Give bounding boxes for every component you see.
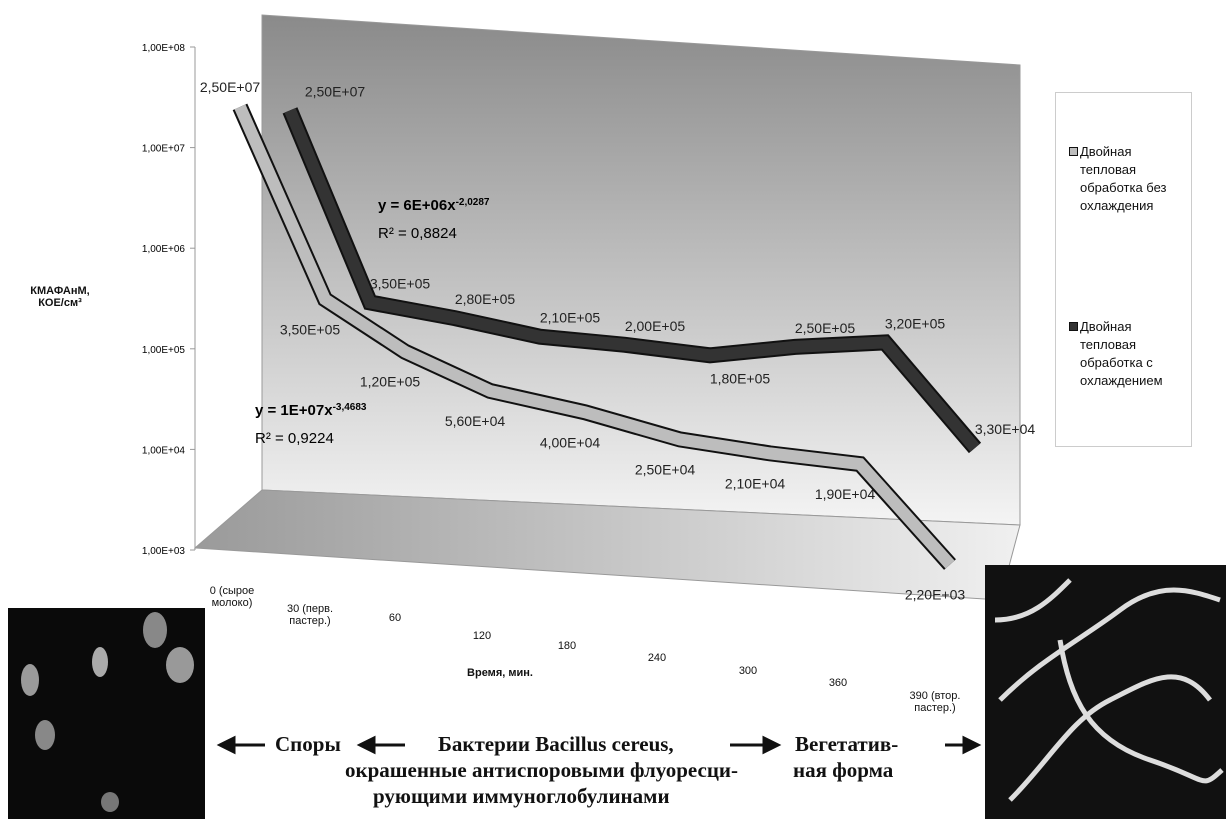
- data-label: 2,50E+04: [635, 461, 696, 477]
- right-photo: [985, 565, 1226, 819]
- exponent: -2,0287: [456, 197, 490, 208]
- data-label: 2,80E+05: [455, 291, 516, 307]
- caption: Вегетатив-: [795, 732, 899, 756]
- legend-swatch: [1069, 147, 1078, 156]
- data-label: 3,50E+05: [370, 275, 431, 291]
- data-label: 4,00E+04: [540, 434, 601, 450]
- y-tick-label: 1,00E+06: [142, 244, 186, 255]
- series-line: [284, 108, 980, 452]
- equation: y = 6E+06x: [378, 197, 456, 214]
- y-tick-label: 1,00E+03: [142, 546, 186, 557]
- trendline-r2: R² = 0,8824: [378, 225, 457, 242]
- left-photo: [8, 608, 205, 819]
- data-label: 3,50E+05: [280, 321, 341, 337]
- data-label: 2,00E+05: [625, 318, 686, 334]
- x-tick-label: 240: [647, 652, 667, 664]
- data-label: 1,80E+05: [710, 370, 771, 386]
- x-tick-label: 30 (перв. пастер.): [286, 603, 334, 627]
- arrows: [216, 735, 982, 755]
- trendline-equation: y = 6E+06x-2,0287: [378, 197, 490, 215]
- data-label: 2,10E+04: [725, 475, 786, 491]
- caption: Бактерии Bacillus cereus,: [438, 732, 674, 756]
- trendline-equation: y = 1E+07x-3,4683: [255, 402, 367, 420]
- legend-label: Двойная тепловая обработка без охлаждени…: [1080, 144, 1167, 213]
- y-tick-label: 1,00E+04: [142, 445, 186, 456]
- caption: ная форма: [793, 758, 894, 782]
- data-label: 3,30E+04: [975, 421, 1036, 437]
- data-label: 2,10E+05: [540, 310, 601, 326]
- data-label: 1,90E+04: [815, 486, 876, 502]
- data-label: 2,50E+05: [795, 320, 856, 336]
- data-label: 2,50E+07: [305, 83, 366, 99]
- y-tick-label: 1,00E+08: [142, 43, 186, 54]
- equation: y = 1E+07x: [255, 402, 333, 419]
- data-label: 2,50E+07: [200, 79, 261, 95]
- y-tick-label: 1,00E+05: [142, 345, 186, 356]
- data-label: 3,20E+05: [885, 315, 946, 331]
- back-wall: [261, 14, 1021, 526]
- series-line: [234, 104, 955, 569]
- x-tick-label: 60: [388, 612, 402, 624]
- x-axis-label: Время, мин.: [467, 667, 533, 679]
- data-label: 1,20E+05: [360, 374, 421, 390]
- legend-swatch: [1069, 322, 1078, 331]
- data-label: 5,60E+04: [445, 413, 506, 429]
- x-tick-label: 120: [472, 630, 492, 642]
- exponent: -3,4683: [333, 402, 367, 413]
- x-tick-label: 300: [738, 665, 758, 677]
- x-tick-label: 0 (сырое молоко): [209, 585, 255, 609]
- legend-label: Двойная тепловая обработка с охлаждением: [1080, 319, 1163, 388]
- caption: окрашенные антиспоровыми флуоресци-: [345, 758, 739, 782]
- x-tick-label: 360: [828, 677, 848, 689]
- y-tick-label: 1,00E+07: [142, 144, 186, 155]
- y-axis-label: КМАФАнМ, КОЕ/см³: [30, 285, 90, 309]
- x-tick-label: 390 (втор. пастер.): [909, 690, 961, 714]
- trendline-r2: R² = 0,9224: [255, 430, 334, 447]
- x-tick-label: 180: [557, 640, 577, 652]
- legend: Двойная тепловая обработка без охлаждени…: [1055, 92, 1192, 447]
- caption: Споры: [275, 732, 341, 756]
- data-label: 2,20E+03: [905, 587, 966, 603]
- caption: рующими иммуноглобулинами: [373, 784, 670, 808]
